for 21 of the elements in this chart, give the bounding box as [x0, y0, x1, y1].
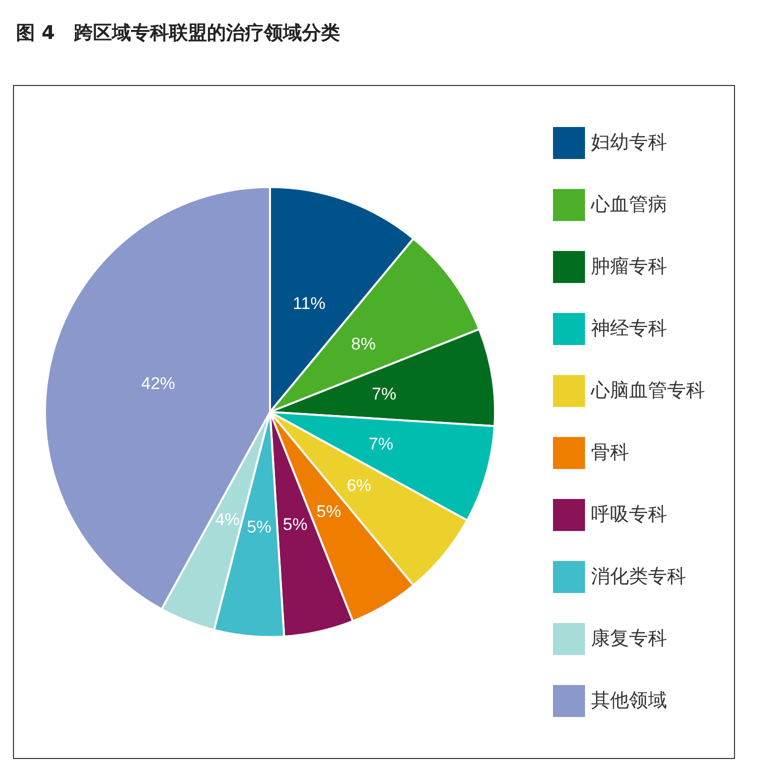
legend-label: 肿瘤专科 — [591, 256, 667, 278]
legend-label: 其他领域 — [591, 690, 667, 712]
data-label: 8% — [351, 334, 376, 354]
data-label: 4% — [215, 510, 240, 529]
data-label: 7% — [368, 434, 394, 454]
legend-label: 神经专科 — [591, 318, 667, 340]
data-label: 6% — [346, 476, 372, 496]
legend-label: 呼吸专科 — [591, 504, 667, 526]
data-label: 11% — [292, 294, 326, 313]
data-label: 5% — [316, 502, 342, 521]
data-label: 5% — [246, 517, 272, 536]
legend-label: 康复专科 — [591, 628, 667, 650]
data-label: 5% — [282, 515, 308, 534]
legend-label: 骨科 — [591, 442, 629, 464]
legend-label: 心血管病 — [590, 194, 667, 216]
legend-label: 妇幼专科 — [591, 132, 667, 154]
chart-title: 图 4 跨区域专科联盟的治疗领域分类 — [16, 21, 340, 46]
data-label: 7% — [372, 384, 396, 404]
data-label: 42% — [141, 374, 176, 393]
legend-label: 消化类专科 — [591, 566, 686, 588]
legend-label: 心脑血管专科 — [590, 380, 705, 402]
